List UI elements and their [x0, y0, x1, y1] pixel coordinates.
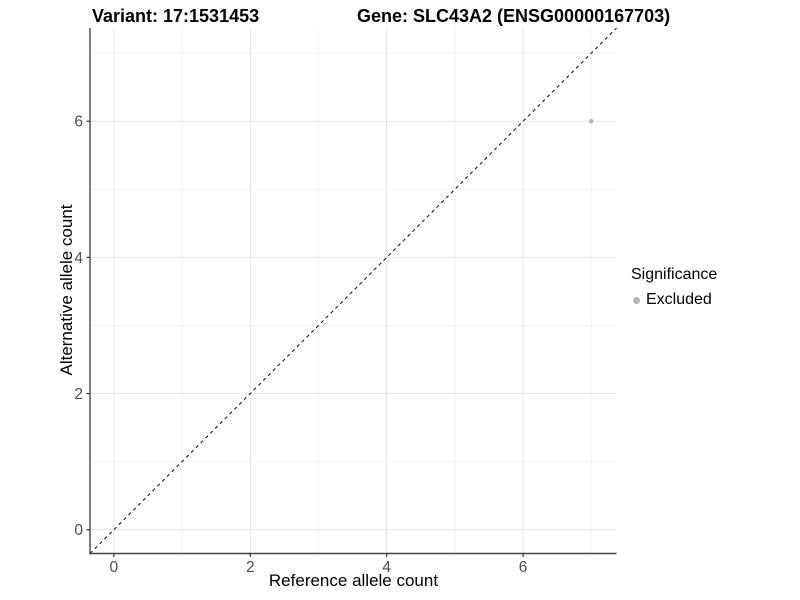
- y-tick-label: 0: [74, 522, 83, 539]
- legend-item-label: Excluded: [646, 291, 712, 308]
- plot-title-variant: Variant: 17:1531453: [92, 6, 260, 26]
- data-point: [588, 118, 594, 124]
- legend-point-icon: [633, 296, 640, 304]
- y-axis-title: Alternative allele count: [57, 204, 76, 376]
- x-tick-label: 4: [382, 559, 391, 576]
- y-tick-label: 6: [74, 114, 83, 131]
- y-tick-label: 2: [74, 386, 83, 403]
- legend-item-excluded: Excluded: [631, 291, 717, 309]
- identity-line: [89, 27, 617, 554]
- x-tick-label: 0: [110, 559, 119, 576]
- x-tick-label: 6: [519, 559, 528, 576]
- legend: Significance Excluded: [631, 266, 717, 309]
- plot-title-gene: Gene: SLC43A2 (ENSG00000167703): [357, 6, 671, 26]
- y-tick-label: 4: [74, 250, 83, 267]
- x-tick-label: 2: [246, 559, 255, 576]
- x-axis-title: Reference allele count: [268, 571, 439, 590]
- legend-title: Significance: [631, 266, 718, 283]
